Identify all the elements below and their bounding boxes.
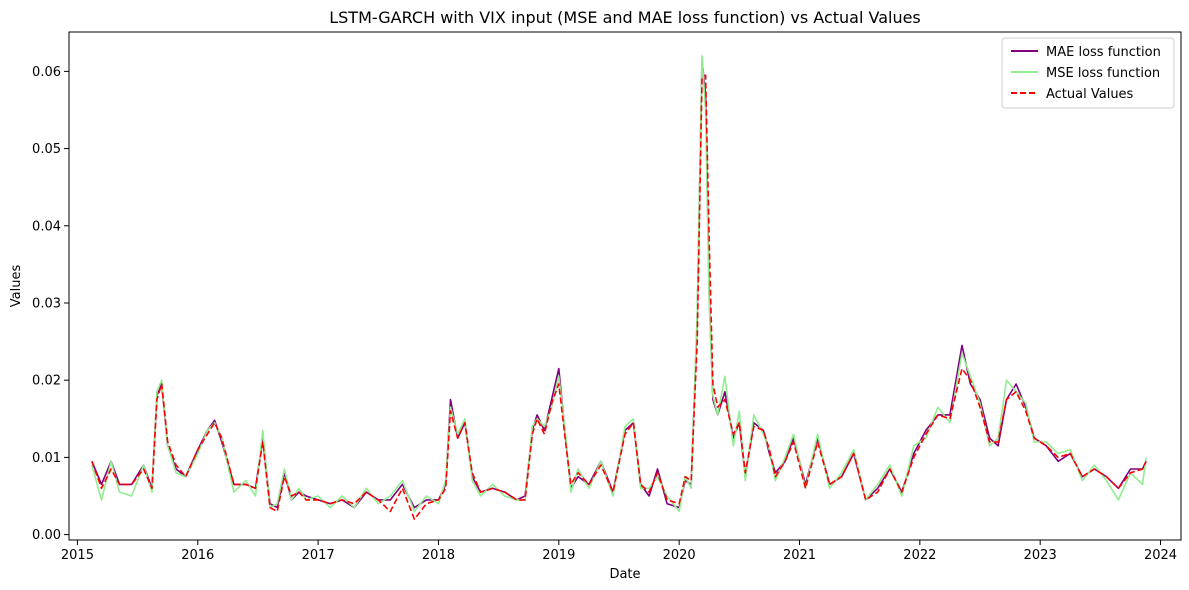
y-tick-label: 0.01: [32, 451, 61, 466]
x-tick-label: 2023: [1024, 548, 1057, 563]
legend-label-actual: Actual Values: [1046, 87, 1134, 102]
y-axis: 0.00 0.01 0.02 0.03 0.04 0.05 0.06: [32, 65, 69, 543]
x-tick-label: 2017: [302, 548, 335, 563]
legend-label-mae: MAE loss function: [1046, 45, 1161, 60]
y-tick-label: 0.05: [32, 142, 61, 157]
y-axis-label: Values: [9, 265, 24, 308]
x-tick-label: 2022: [903, 548, 936, 563]
x-tick-label: 2016: [181, 548, 214, 563]
y-tick-label: 0.02: [32, 374, 61, 389]
y-tick-label: 0.04: [32, 219, 61, 234]
x-tick-label: 2024: [1144, 548, 1177, 563]
x-tick-label: 2015: [61, 548, 94, 563]
plot-frame: [68, 31, 1182, 541]
y-tick-label: 0.06: [32, 65, 61, 80]
x-axis: 2015 2016 2017 2018 2019 2020 2021 2022 2023 2024: [61, 540, 1177, 563]
series-line-mse: [91, 55, 1147, 513]
series-line-actual: [91, 74, 1147, 521]
x-axis-label: Date: [609, 567, 640, 582]
x-tick-label: 2019: [542, 548, 575, 563]
series-layer: [91, 55, 1147, 521]
x-tick-label: 2018: [422, 548, 455, 563]
x-tick-label: 2020: [663, 548, 696, 563]
legend: MAE loss function MSE loss function Actu…: [1001, 37, 1175, 109]
y-tick-label: 0.03: [32, 296, 61, 311]
legend-box: [1001, 37, 1175, 109]
x-tick-label: 2021: [783, 548, 816, 563]
chart-title: LSTM-GARCH with VIX input (MSE and MAE l…: [329, 8, 921, 27]
y-tick-label: 0.00: [32, 528, 61, 543]
legend-label-mse: MSE loss function: [1046, 66, 1160, 81]
